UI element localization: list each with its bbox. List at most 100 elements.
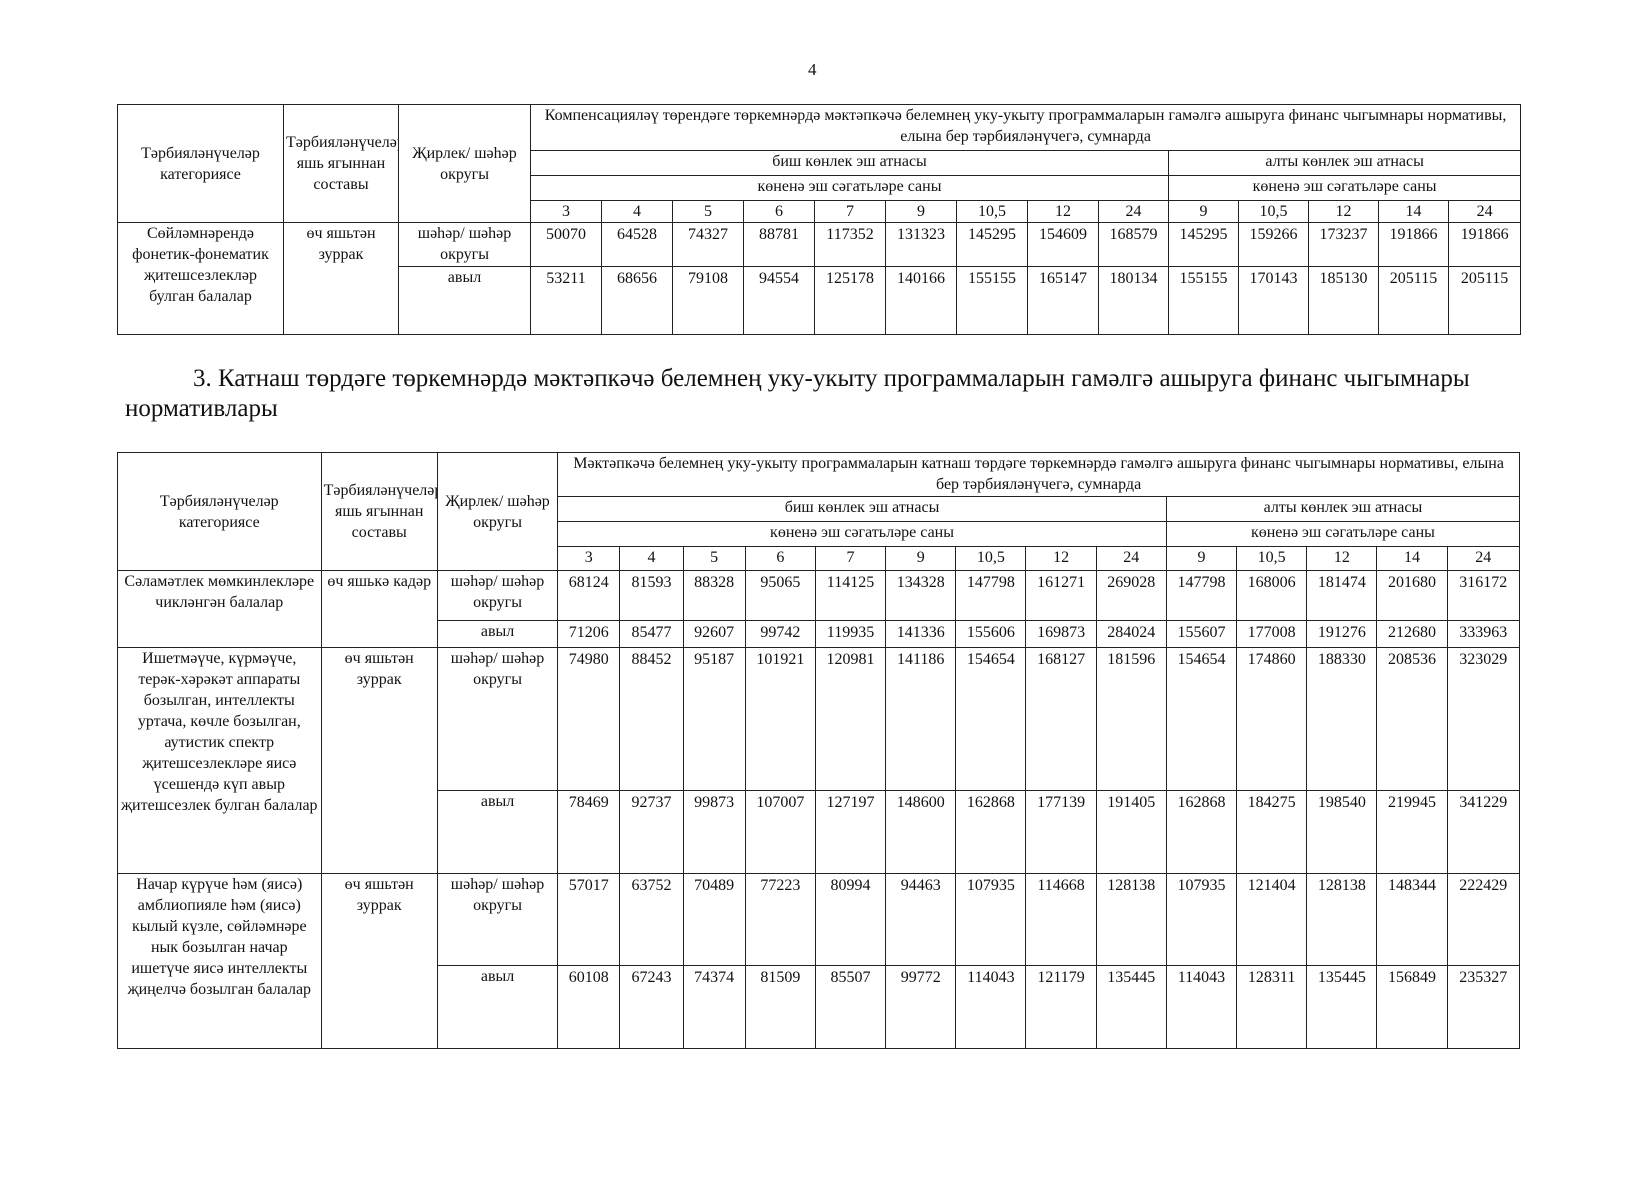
mixed-groups-norms-table: Тәрбияләнүчеләр категориясе Тәрбияләнүчел… — [117, 452, 1521, 1049]
value-cell: 185130 — [1308, 266, 1379, 335]
value-cell: 99772 — [885, 965, 957, 1049]
value-cell: 156849 — [1376, 965, 1448, 1049]
value-cell: 219945 — [1376, 790, 1448, 874]
age-cell: өч яшьтән зуррак — [283, 222, 399, 335]
value-cell: 107935 — [955, 873, 1027, 966]
value-cell: 170143 — [1238, 266, 1309, 335]
table-row: Начар күрүче һәм (яисә) амблиопияле һәм … — [117, 873, 1521, 1049]
value-cell: 154654 — [1165, 647, 1238, 791]
value-cell: 177008 — [1236, 620, 1308, 648]
hours-column-header: 10,5 — [956, 200, 1028, 223]
hours-column-header: 5 — [672, 200, 744, 223]
category-cell: Начар күрүче һәм (яисә) амблиопияле һәм … — [117, 873, 322, 1049]
value-cell: 168006 — [1236, 570, 1308, 621]
value-cell: 74980 — [557, 647, 621, 791]
value-cell: 95187 — [682, 647, 746, 791]
table-row: авыл 53211 68656 79108 94554 125178 140166 1551… — [118, 266, 1522, 335]
hours-per-day-header: көненә эш сәгатьләре саны — [530, 175, 1169, 201]
value-cell: 114043 — [955, 965, 1027, 1049]
value-cell: 128311 — [1236, 965, 1308, 1049]
header-row: Тәрбияләнүчеләр категориясе Тәрбияләнүчел… — [117, 452, 1520, 571]
page-number: 4 — [808, 60, 817, 79]
hours-per-day-header: көненә эш сәгатьләре саны — [557, 521, 1167, 547]
value-cell: 173237 — [1308, 222, 1379, 267]
value-cell: 78469 — [557, 790, 621, 874]
value-cell: 155607 — [1165, 620, 1238, 648]
value-cell: 127197 — [814, 790, 887, 874]
value-cell: 53211 — [530, 266, 602, 335]
value-cell: 154609 — [1027, 222, 1099, 267]
header-row: Тәрбияләнүчеләр категориясе Тәрбияләнүчел… — [117, 104, 1522, 223]
value-cell: 128138 — [1306, 873, 1378, 966]
value-cell: 99742 — [744, 620, 816, 648]
hours-column-header: 6 — [744, 546, 816, 571]
age-cell: өч яшькә кадәр — [320, 570, 438, 648]
value-cell: 107007 — [744, 790, 816, 874]
value-cell: 114125 — [814, 570, 887, 621]
value-cell: 125178 — [814, 266, 886, 335]
value-cell: 198540 — [1306, 790, 1378, 874]
value-cell: 147798 — [1165, 570, 1238, 621]
section-heading: 3. Катнаш төрдәге төркемнәрдә мәктәпкәчә… — [125, 365, 1470, 422]
value-cell: 70489 — [682, 873, 746, 966]
value-cell: 114043 — [1165, 965, 1238, 1049]
table-row: авыл 78469 92737 99873 107007 127197 148600 162… — [118, 790, 1521, 874]
value-cell: 168127 — [1025, 647, 1097, 791]
value-cell: 64528 — [601, 222, 673, 267]
hours-column-header: 12 — [1306, 546, 1378, 571]
value-cell: 147798 — [955, 570, 1027, 621]
value-cell: 88328 — [682, 570, 746, 621]
value-cell: 92737 — [619, 790, 684, 874]
value-cell: 57017 — [557, 873, 621, 966]
value-cell: 94463 — [885, 873, 957, 966]
value-cell: 148344 — [1376, 873, 1448, 966]
category-cell: Ишетмәүче, күрмәүче, терәк-хәрәкәт аппар… — [117, 647, 322, 874]
location-cell: авыл — [398, 266, 531, 335]
value-cell: 188330 — [1306, 647, 1378, 791]
value-cell: 184275 — [1236, 790, 1308, 874]
age-header: Тәрбияләнүчеләрнең яшь ягыннан составы — [320, 452, 438, 571]
value-cell: 134328 — [885, 570, 957, 621]
value-cell: 85477 — [619, 620, 684, 648]
value-cell: 212680 — [1376, 620, 1448, 648]
table-row: Сәламәтлек мөмкинлекләре чикләнгән балал… — [117, 570, 1521, 648]
location-cell: шәһәр/ шәһәр округы — [436, 647, 559, 791]
value-cell: 141336 — [885, 620, 957, 648]
value-cell: 180134 — [1098, 266, 1169, 335]
hours-column-header: 10,5 — [955, 546, 1027, 571]
value-cell: 169873 — [1025, 620, 1097, 648]
hours-column-header: 12 — [1025, 546, 1097, 571]
location-cell: шәһәр/ шәһәр округы — [436, 570, 559, 621]
value-cell: 191276 — [1306, 620, 1378, 648]
value-cell: 68656 — [601, 266, 673, 335]
hours-column-header: 3 — [557, 546, 621, 571]
value-cell: 148600 — [885, 790, 957, 874]
table-title-header: Компенсацияләү төрендәге төркемнәрдә мәк… — [529, 104, 1522, 151]
six-day-week-header: алты көнлек эш атнасы — [1165, 496, 1521, 522]
table-row: авыл 60108 67243 74374 81509 85507 99772 114043… — [118, 965, 1521, 1049]
age-cell: өч яшьтән зуррак — [320, 873, 438, 1049]
value-cell: 121179 — [1025, 965, 1097, 1049]
value-cell: 120981 — [814, 647, 887, 791]
category-cell: Сәламәтлек мөмкинлекләре чикләнгән балал… — [117, 570, 322, 648]
value-cell: 155155 — [1168, 266, 1239, 335]
value-cell: 333963 — [1446, 620, 1521, 648]
hours-column-header: 24 — [1095, 546, 1167, 571]
value-cell: 128138 — [1095, 873, 1167, 966]
value-cell: 63752 — [619, 873, 684, 966]
location-cell: авыл — [436, 790, 559, 874]
location-header: Җирлек/ шәһәр округы — [436, 452, 559, 571]
value-cell: 117352 — [814, 222, 886, 267]
hours-per-day-header: көненә эш сәгатьләре саны — [1167, 175, 1522, 201]
hours-column-header: 9 — [1165, 546, 1238, 571]
hours-column-header: 9 — [885, 200, 957, 223]
value-cell: 81593 — [619, 570, 684, 621]
value-cell: 201680 — [1376, 570, 1448, 621]
value-cell: 159266 — [1238, 222, 1309, 267]
category-header: Тәрбияләнүчеләр категориясе — [117, 104, 284, 223]
value-cell: 135445 — [1095, 965, 1167, 1049]
hours-column-header: 12 — [1308, 200, 1379, 223]
value-cell: 162868 — [955, 790, 1027, 874]
value-cell: 284024 — [1095, 620, 1167, 648]
table-row: авыл 71206 85477 92607 99742 119935 141336 1556… — [118, 620, 1521, 648]
